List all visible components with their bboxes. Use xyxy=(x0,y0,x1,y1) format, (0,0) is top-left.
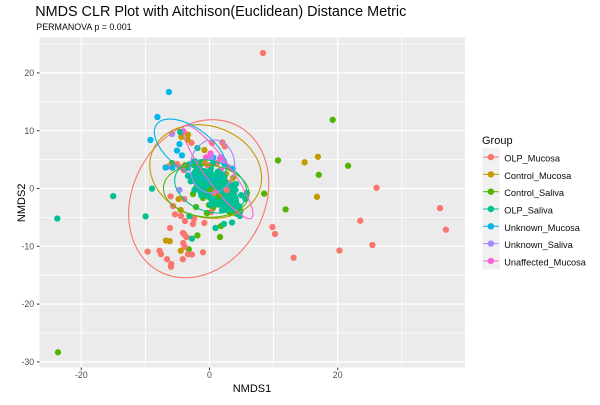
svg-text:-20: -20 xyxy=(75,370,88,380)
svg-text:10: 10 xyxy=(24,126,34,136)
svg-text:-20: -20 xyxy=(21,299,34,309)
svg-text:Control_Saliva: Control_Saliva xyxy=(504,188,565,198)
svg-text:0: 0 xyxy=(207,370,212,380)
svg-text:-10: -10 xyxy=(21,241,34,251)
svg-text:0: 0 xyxy=(29,184,34,194)
svg-text:-30: -30 xyxy=(21,357,34,367)
svg-text:Group: Group xyxy=(482,135,513,147)
svg-text:OLP_Mucosa: OLP_Mucosa xyxy=(504,154,561,164)
svg-text:OLP_Saliva: OLP_Saliva xyxy=(504,206,553,216)
svg-text:20: 20 xyxy=(24,68,34,78)
svg-text:Unaffected_Mucosa: Unaffected_Mucosa xyxy=(504,258,586,268)
svg-text:Control_Mucosa: Control_Mucosa xyxy=(504,171,572,181)
svg-text:Unknown_Mucosa: Unknown_Mucosa xyxy=(504,223,580,233)
svg-text:Unknown_Saliva: Unknown_Saliva xyxy=(504,240,573,250)
svg-text:NMDS2: NMDS2 xyxy=(16,184,28,223)
svg-text:PERMANOVA p = 0.001: PERMANOVA p = 0.001 xyxy=(36,22,131,32)
svg-text:NMDS CLR Plot with Aitchison(E: NMDS CLR Plot with Aitchison(Euclidean) … xyxy=(35,4,406,20)
svg-text:NMDS1: NMDS1 xyxy=(233,383,272,395)
svg-text:20: 20 xyxy=(333,370,343,380)
